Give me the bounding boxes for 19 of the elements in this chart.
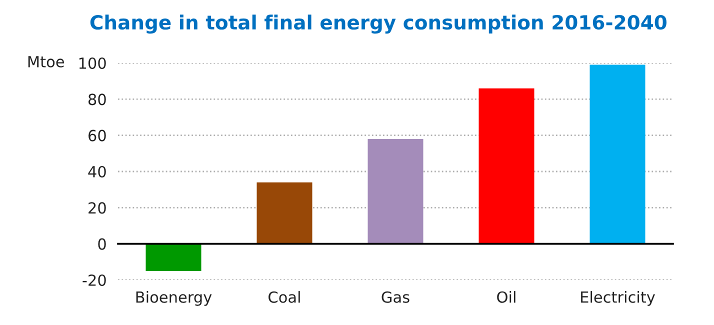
x-tick-label: Gas bbox=[382, 291, 410, 303]
x-tick-label: Bioenergy bbox=[136, 291, 212, 306]
y-tick-label: 100 bbox=[79, 57, 106, 70]
bar bbox=[590, 64, 646, 244]
y-tick-label: 80 bbox=[88, 94, 106, 106]
y-tick-label: 40 bbox=[88, 166, 106, 178]
bar bbox=[368, 138, 424, 244]
x-tick-label: Oil bbox=[497, 291, 516, 303]
chart-title: Change in total final energy consumption 2016-2040 bbox=[90, 14, 666, 34]
y-tick-label: 20 bbox=[88, 202, 106, 214]
x-tick-label: Coal bbox=[268, 291, 300, 303]
y-tick-label: 0 bbox=[98, 238, 106, 250]
y-axis-title: Mtoe bbox=[28, 56, 64, 68]
bar bbox=[256, 182, 312, 244]
bar bbox=[146, 244, 202, 271]
x-tick-label: Electricity bbox=[581, 291, 655, 306]
bar bbox=[478, 88, 534, 244]
y-tick-label: 60 bbox=[88, 130, 106, 142]
y-tick-label: -20 bbox=[82, 274, 106, 286]
